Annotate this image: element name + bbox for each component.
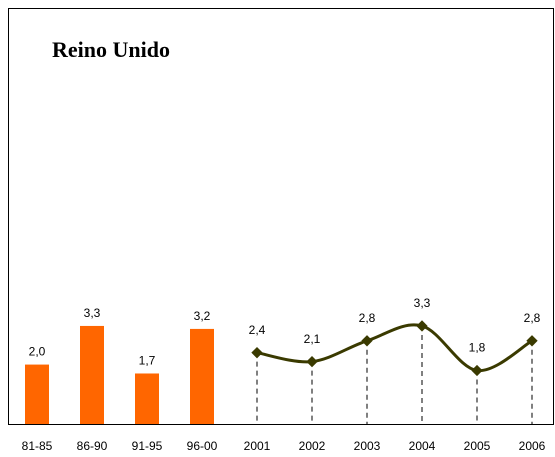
marker (361, 335, 373, 347)
value-label: 1,8 (469, 341, 486, 355)
marker (306, 355, 318, 368)
line (256, 323, 533, 373)
marker (526, 335, 538, 347)
value-label: 2,0 (29, 345, 46, 359)
value-label: 3,3 (84, 306, 101, 320)
plot-frame (8, 8, 554, 425)
marker (416, 320, 428, 332)
value-label: 2,8 (359, 311, 376, 325)
bar (135, 373, 159, 424)
bar (25, 364, 49, 424)
bar (190, 328, 214, 424)
x-tick-label: 2002 (299, 439, 326, 453)
x-tick-label: 2001 (244, 439, 271, 453)
x-tick-label: 86-90 (77, 439, 108, 453)
x-tick-label: 81-85 (22, 439, 53, 453)
value-label: 3,2 (194, 309, 211, 323)
x-tick-label: 96-00 (187, 439, 218, 453)
x-tick-label: 2004 (409, 439, 436, 453)
chart-title: Reino Unido (52, 37, 170, 62)
value-label: 1,7 (139, 354, 156, 368)
x-tick-label: 2006 (519, 439, 546, 453)
value-label: 2,1 (304, 332, 321, 346)
marker (251, 347, 263, 359)
x-tick-label: 2003 (354, 439, 381, 453)
bar (80, 325, 104, 424)
value-label: 2,8 (524, 311, 541, 325)
x-tick-label: 2005 (464, 439, 491, 453)
value-label: 3,3 (414, 296, 431, 310)
marker (471, 364, 483, 377)
x-tick-label: 91-95 (132, 439, 163, 453)
value-label: 2,4 (249, 323, 266, 337)
